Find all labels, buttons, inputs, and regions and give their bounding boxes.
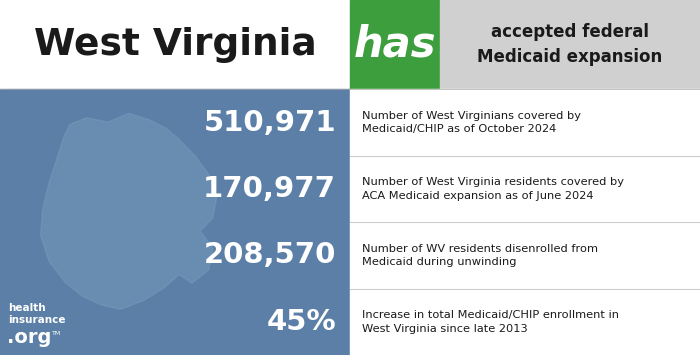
Text: Number of WV residents disenrolled from
Medicaid during unwinding: Number of WV residents disenrolled from … bbox=[362, 244, 598, 267]
Bar bbox=[440, 0, 700, 89]
Text: .org: .org bbox=[7, 328, 51, 346]
Text: Number of West Virginia residents covered by
ACA Medicaid expansion as of June 2: Number of West Virginia residents covere… bbox=[362, 177, 624, 201]
Bar bbox=[0, 89, 350, 355]
Bar bbox=[350, 89, 700, 355]
Text: 208,570: 208,570 bbox=[204, 241, 336, 269]
Text: Number of West Virginians covered by
Medicaid/CHIP as of October 2024: Number of West Virginians covered by Med… bbox=[362, 111, 581, 135]
Text: health
insurance: health insurance bbox=[8, 303, 66, 325]
Text: has: has bbox=[354, 24, 436, 66]
Text: 45%: 45% bbox=[267, 308, 336, 336]
Text: Increase in total Medicaid/CHIP enrollment in
West Virginia since late 2013: Increase in total Medicaid/CHIP enrollme… bbox=[362, 310, 619, 334]
Polygon shape bbox=[41, 113, 217, 309]
Text: 510,971: 510,971 bbox=[204, 109, 336, 137]
Text: 170,977: 170,977 bbox=[203, 175, 336, 203]
Text: TM: TM bbox=[52, 331, 62, 335]
Text: West Virginia: West Virginia bbox=[34, 27, 316, 63]
Bar bbox=[0, 0, 350, 89]
Bar bbox=[350, 0, 440, 89]
Text: accepted federal
Medicaid expansion: accepted federal Medicaid expansion bbox=[477, 23, 662, 66]
